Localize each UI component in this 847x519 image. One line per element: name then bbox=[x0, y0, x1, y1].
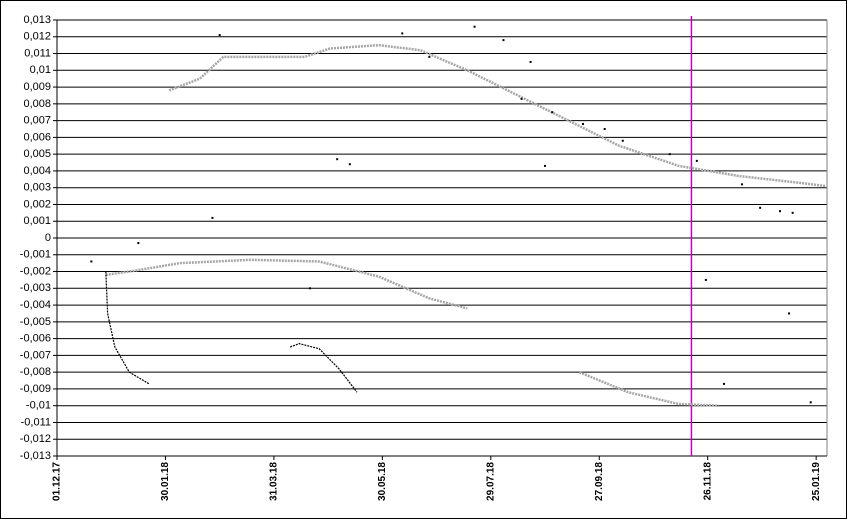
x-tick-label: 29.07.18 bbox=[485, 462, 496, 501]
dot bbox=[529, 60, 532, 63]
dot bbox=[309, 287, 312, 290]
dot bbox=[621, 139, 624, 142]
dot bbox=[218, 34, 221, 37]
dot bbox=[704, 278, 707, 281]
y-tick-label: 0,01 bbox=[30, 64, 51, 76]
x-tick-label: 30.05.18 bbox=[377, 462, 388, 501]
y-tick-label: 0,001 bbox=[23, 215, 51, 227]
dot bbox=[809, 401, 812, 404]
dot bbox=[544, 164, 547, 167]
dot bbox=[668, 153, 671, 156]
curve-piece bbox=[289, 343, 358, 393]
y-tick-label: -0,001 bbox=[20, 249, 51, 261]
curve bbox=[105, 271, 150, 385]
dot bbox=[603, 128, 606, 130]
curve-piece bbox=[105, 271, 150, 385]
dot bbox=[401, 32, 404, 35]
x-tick-label: 26.11.18 bbox=[702, 462, 713, 501]
dot bbox=[741, 183, 744, 186]
dot bbox=[695, 159, 698, 162]
dot bbox=[791, 211, 794, 214]
x-tick-label: 27.09.18 bbox=[594, 462, 605, 501]
x-tick-label: 30.01.18 bbox=[160, 462, 171, 501]
dot bbox=[502, 39, 505, 42]
y-tick-label: 0,009 bbox=[23, 81, 51, 93]
y-tick-label: -0,013 bbox=[20, 450, 51, 462]
y-tick-label: 0,002 bbox=[23, 198, 51, 210]
y-tick-label: -0,003 bbox=[20, 282, 51, 294]
dot bbox=[788, 312, 791, 315]
y-tick-label: 0 bbox=[45, 232, 51, 244]
y-tick-label: 0,006 bbox=[23, 131, 51, 143]
x-tick-label: 31.03.18 bbox=[269, 462, 280, 501]
y-tick-label: -0,008 bbox=[20, 366, 51, 378]
y-tick-label: 0,004 bbox=[23, 165, 51, 177]
curve-piece bbox=[578, 370, 719, 407]
y-tick-label: -0,011 bbox=[21, 416, 51, 428]
dot bbox=[779, 210, 782, 213]
dot bbox=[211, 216, 214, 219]
dot bbox=[348, 163, 351, 166]
x-tick-label: 01.12.17 bbox=[52, 462, 63, 501]
y-tick-label: -0,006 bbox=[20, 333, 51, 345]
y-tick-label: 0,011 bbox=[24, 47, 51, 59]
dot bbox=[722, 382, 725, 385]
y-tick-label: -0,002 bbox=[20, 265, 51, 277]
curve bbox=[289, 343, 358, 393]
dot bbox=[336, 158, 339, 161]
y-tick-label: -0,004 bbox=[20, 299, 51, 311]
dot bbox=[137, 242, 140, 245]
dot bbox=[520, 97, 523, 100]
y-tick-label: -0,01 bbox=[26, 400, 51, 412]
y-tick-label: 0,005 bbox=[23, 148, 51, 160]
dot bbox=[90, 260, 93, 263]
dot bbox=[551, 111, 554, 114]
curve-piece bbox=[105, 258, 468, 310]
y-tick-label: -0,007 bbox=[20, 349, 51, 361]
y-tick-label: 0,012 bbox=[23, 31, 51, 43]
y-tick-label: 0,008 bbox=[23, 98, 51, 110]
y-tick-label: 0,007 bbox=[23, 115, 51, 127]
y-tick-label: 0,013 bbox=[23, 14, 51, 26]
y-tick-label: -0,005 bbox=[20, 316, 51, 328]
y-tick-label: 0,003 bbox=[23, 182, 51, 194]
dot bbox=[473, 25, 476, 28]
dot bbox=[428, 55, 431, 58]
dot bbox=[759, 206, 762, 209]
x-tick-label: 25.01.19 bbox=[811, 462, 822, 501]
curve bbox=[105, 258, 719, 407]
y-tick-label: -0,009 bbox=[20, 383, 51, 395]
y-tick-label: -0,012 bbox=[20, 433, 51, 445]
dot bbox=[581, 122, 584, 125]
